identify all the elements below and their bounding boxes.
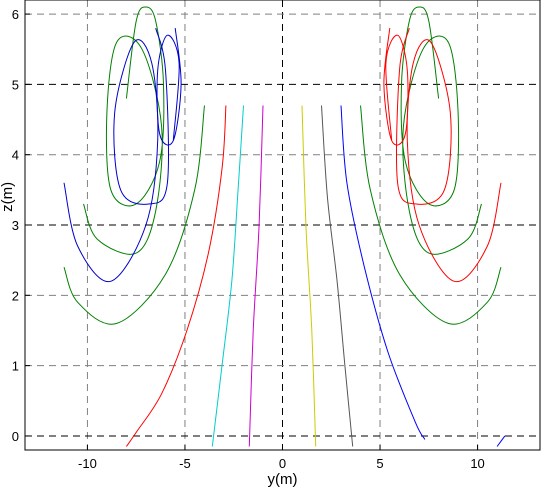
series-line-7: [83, 6, 165, 255]
y-axis-label: z(m): [0, 182, 16, 212]
series-line-12: [360, 105, 502, 325]
series-line-6: [496, 435, 506, 447]
series-line-11: [400, 6, 482, 255]
grid: [25, 0, 540, 450]
x-axis-label: y(m): [268, 471, 298, 488]
x-tick-label: 10: [470, 456, 484, 471]
series-line-8: [63, 105, 205, 325]
series-line-2: [248, 105, 264, 447]
ticks: -10 -5 0 5 10 0 1 2 3 4 5 6: [12, 7, 485, 471]
x-tick-label: -5: [179, 456, 191, 471]
y-tick-label: 2: [12, 288, 19, 303]
series-line-4: [321, 105, 354, 447]
y-tick-label: 3: [12, 218, 19, 233]
x-tick-label: -10: [78, 456, 97, 471]
y-tick-label: 6: [12, 7, 19, 22]
x-tick-label: 0: [279, 456, 286, 471]
y-tick-label: 4: [12, 148, 19, 163]
series-line-14: [396, 27, 502, 282]
y-tick-label: 5: [12, 77, 19, 92]
series-line-1: [211, 105, 244, 447]
series-line-5: [340, 105, 426, 440]
series-line-0: [125, 105, 227, 447]
y-tick-label: 0: [12, 429, 19, 444]
y-tick-label: 1: [12, 359, 19, 374]
series-line-10: [63, 27, 169, 282]
series-group: [63, 6, 506, 447]
x-tick-label: 5: [376, 456, 383, 471]
series-line-3: [301, 105, 317, 447]
